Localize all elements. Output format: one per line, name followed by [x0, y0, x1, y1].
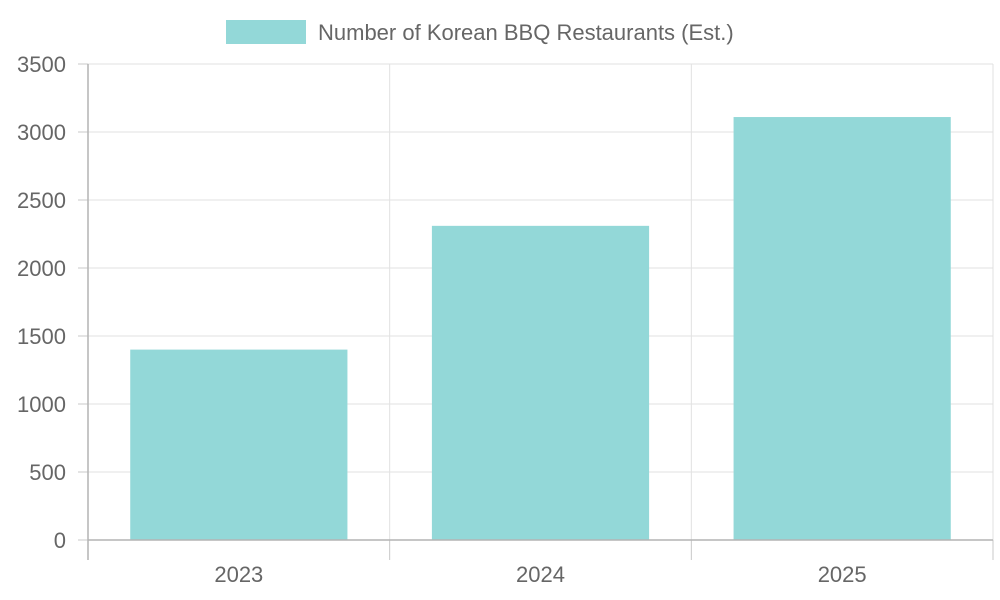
- y-tick-label: 500: [29, 460, 66, 485]
- bar-2024[interactable]: [431, 225, 650, 540]
- y-tick-label: 2000: [17, 256, 66, 281]
- x-tick-labels: 2023 2024 2025: [214, 562, 866, 587]
- bar-2023[interactable]: [130, 349, 348, 540]
- y-tick-label: 0: [54, 528, 66, 553]
- x-tick-label: 2024: [516, 562, 565, 587]
- y-tick-label: 3500: [17, 52, 66, 77]
- x-tick-label: 2023: [214, 562, 263, 587]
- y-tick-label: 1000: [17, 392, 66, 417]
- y-tick-label: 3000: [17, 120, 66, 145]
- y-tick-label: 1500: [17, 324, 66, 349]
- legend[interactable]: Number of Korean BBQ Restaurants (Est.): [226, 20, 734, 45]
- y-tick-labels: 0 500 1000 1500 2000 2500 3000 3500: [17, 52, 66, 553]
- bars: [130, 117, 951, 540]
- y-tick-label: 2500: [17, 188, 66, 213]
- legend-swatch: [226, 20, 306, 44]
- x-tick-label: 2025: [818, 562, 867, 587]
- bar-2025[interactable]: [733, 117, 951, 540]
- legend-label: Number of Korean BBQ Restaurants (Est.): [318, 20, 734, 45]
- axes: [78, 63, 994, 560]
